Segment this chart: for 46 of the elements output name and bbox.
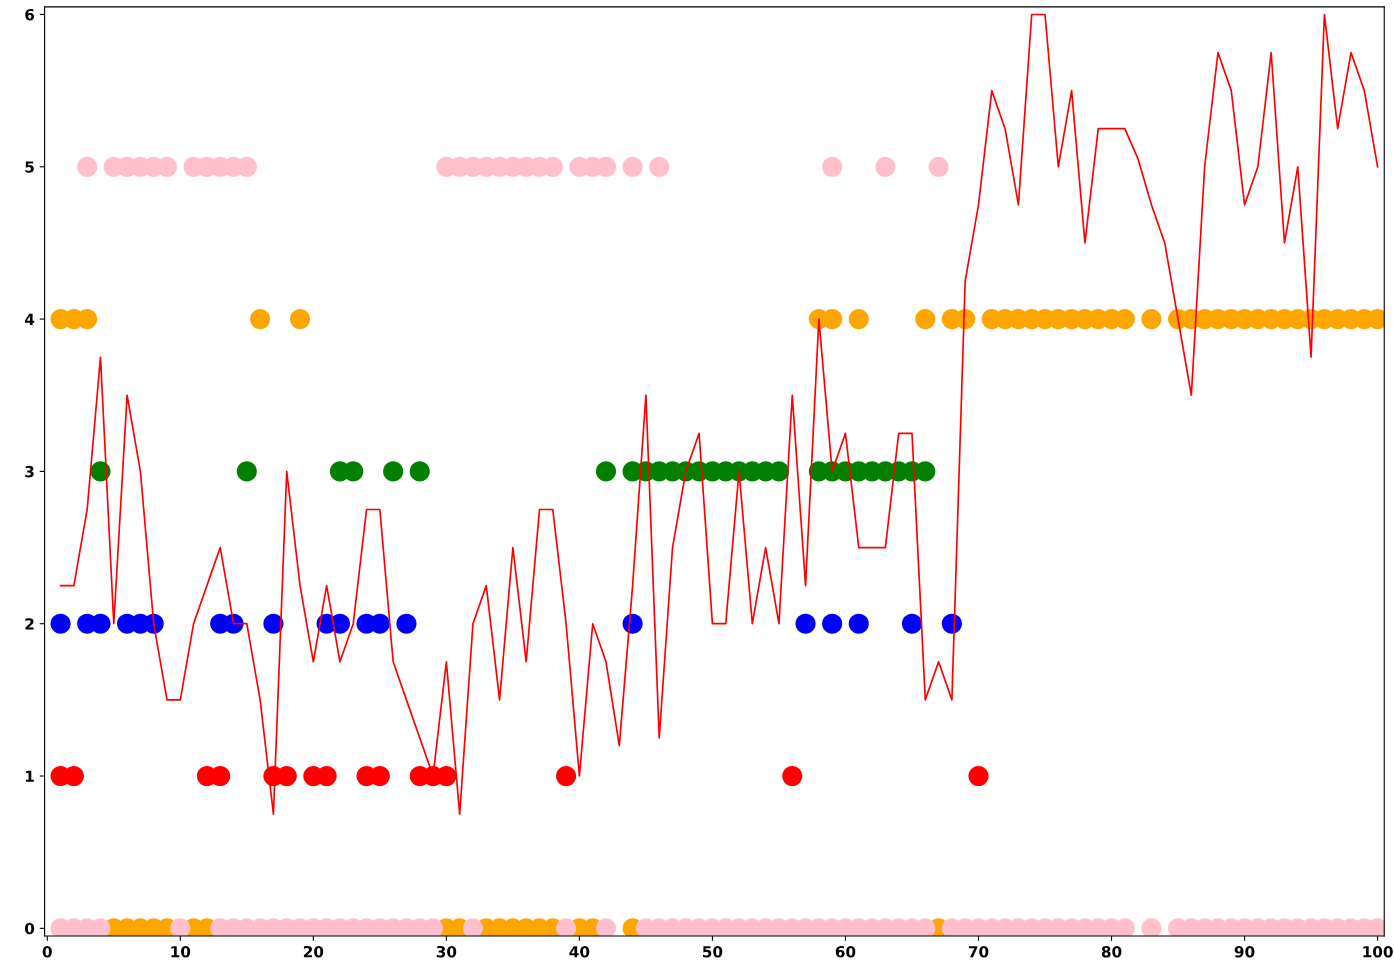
point: [77, 309, 98, 330]
x-tick-label: 0: [42, 945, 52, 958]
point: [822, 309, 843, 330]
y-tick-label: 5: [25, 161, 34, 173]
point: [968, 765, 989, 787]
x-tick-label: 80: [1101, 945, 1122, 958]
point: [383, 461, 404, 482]
point: [343, 461, 364, 482]
point: [901, 613, 923, 634]
line-series: [59, 13, 1379, 815]
point: [316, 765, 337, 787]
y-tick-label: 0: [24, 922, 35, 935]
point: [595, 461, 617, 482]
x-tick-label: 70: [968, 945, 989, 958]
point: [1141, 309, 1162, 330]
point: [915, 461, 936, 482]
point: [250, 309, 271, 330]
point: [263, 613, 284, 634]
point: [795, 613, 816, 634]
x-tick-label: 90: [1234, 945, 1255, 958]
point: [848, 613, 869, 634]
point: [848, 309, 869, 330]
y-tick-label: 4: [24, 313, 35, 325]
y-tick-label: 3: [25, 465, 34, 478]
point: [289, 309, 311, 330]
point: [556, 765, 577, 787]
point: [409, 461, 430, 482]
x-tick-label: 40: [569, 945, 590, 958]
x-tick-label: 20: [303, 945, 324, 958]
point: [90, 613, 111, 634]
x-tick-label: 60: [835, 945, 856, 958]
point: [436, 765, 457, 787]
x-tick-label: 100: [1363, 945, 1393, 958]
point: [782, 765, 803, 787]
y-tick-label: 6: [25, 8, 35, 21]
x-tick-label: 10: [171, 945, 191, 958]
y-tick-label: 1: [25, 770, 34, 782]
x-tick-label: 30: [436, 945, 457, 958]
x-tick-label: 50: [702, 945, 723, 958]
point: [822, 613, 843, 634]
y-tick-label: 2: [25, 618, 34, 630]
point: [915, 309, 936, 330]
point: [210, 765, 231, 787]
point: [50, 613, 71, 634]
point: [396, 613, 417, 634]
point: [236, 461, 257, 482]
